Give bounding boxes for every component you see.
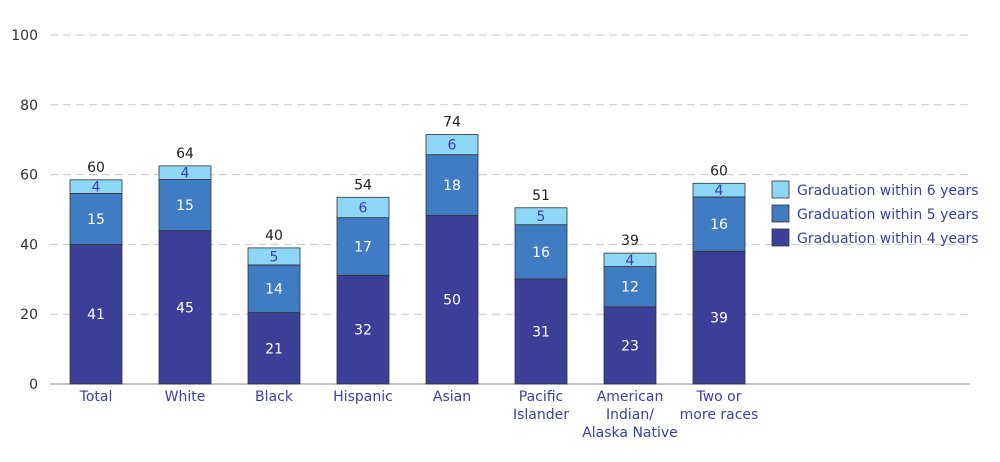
bar-segment [336,196,390,219]
bar-value-label: 17 [354,240,372,256]
bar-total-label: 54 [354,177,372,193]
bars: 4115460451546421145403217654501867431165… [69,114,746,385]
bar-segment [69,179,123,194]
legend-item: Graduation within 4 years [771,228,979,247]
y-tick-label: 40 [20,237,38,253]
bar-total-label: 60 [87,160,105,176]
bar-value-label: 6 [448,138,457,154]
y-tick-label: 60 [20,168,38,184]
bar-segment [69,193,123,245]
bar-group: 21 14 5 40 [247,228,301,385]
legend: Graduation within 6 years Graduation with… [771,180,979,247]
bar-value-label: 15 [176,198,194,214]
legend-label: Graduation within 5 years [797,207,979,223]
bar-value-label: 50 [443,293,461,309]
bar-segment [425,154,479,216]
bar-value-label: 23 [621,338,639,354]
bar-segment [425,134,479,156]
bar-value-label: 39 [710,311,728,327]
x-tick-label: Hispanic [333,389,393,405]
y-tick-label: 100 [11,28,38,44]
bar-total-label: 60 [710,163,728,179]
bar-segment [247,264,301,313]
bar-segment [425,214,479,385]
legend-swatch [771,204,790,223]
bar-segment [692,250,746,385]
x-tick-label: Black [255,389,294,405]
bar-segment [514,278,568,385]
bar-value-label: 21 [265,341,283,357]
bar-value-label: 6 [359,200,368,216]
legend-swatch [771,180,790,199]
legend-swatch [771,228,790,247]
bar-value-label: 18 [443,178,461,194]
bar-group: 39 16 4 60 [692,163,746,385]
bar-total-label: 39 [621,233,639,249]
legend-item: Graduation within 6 years [771,180,979,199]
bar-value-label: 4 [715,183,724,199]
gridlines [50,34,970,315]
bar-segment [336,274,390,385]
bar-group: 23 12 4 39 [603,233,657,385]
bar-segment [514,207,568,226]
bar-value-label: 31 [532,324,550,340]
bar-segment [247,247,301,266]
x-tick-label: Pacific Islander [513,389,569,423]
bar-value-label: 4 [92,180,101,196]
y-tick-label: 0 [29,377,38,393]
bar-segment [603,252,657,267]
bar-group: 50 18 6 74 [425,114,479,385]
bar-value-label: 5 [537,209,546,225]
bar-segment [336,217,390,276]
y-tick-label: 20 [20,307,38,323]
bar-total-label: 51 [532,188,550,204]
bar-segment [158,165,212,180]
y-tick-label: 80 [20,98,38,114]
bar-group: 45 15 4 64 [158,146,212,385]
bar-value-label: 4 [181,166,190,182]
bar-total-label: 64 [176,146,194,162]
bar-segment [158,179,212,232]
bar-segment [692,196,746,252]
bar-segment [514,224,568,280]
bar-total-label: 40 [265,228,283,244]
x-axis: Total White Black Hispanic Asian Pacific Islan… [79,389,759,441]
bar-value-label: 16 [710,217,728,233]
legend-label: Graduation within 4 years [797,231,979,247]
bar-segment [247,312,301,385]
x-tick-label: Two or more races [680,389,759,423]
bar-value-label: 12 [621,280,639,296]
bar-segment [603,266,657,308]
bar-value-label: 14 [265,282,283,298]
x-tick-label: American Indian/Alaska Native [582,389,678,441]
bar-value-label: 5 [270,249,279,265]
legend-item: Graduation within 5 years [771,204,979,223]
x-tick-label: Asian [433,389,471,405]
bar-segment [69,244,123,385]
legend-label: Graduation within 6 years [797,183,979,199]
bar-value-label: 16 [532,245,550,261]
bar-segment [603,306,657,385]
bar-group: 32 17 6 54 [336,177,390,385]
x-tick-label: Total [79,389,113,405]
bar-value-label: 15 [87,212,105,228]
bar-value-label: 41 [87,307,105,323]
bar-value-label: 45 [176,300,194,316]
bar-segment [692,182,746,198]
bar-group: 31 16 5 51 [514,188,568,385]
x-tick-label: White [165,389,206,405]
bar-value-label: 32 [354,323,372,339]
bar-value-label: 4 [626,253,635,269]
bar-group: 41 15 4 60 [69,160,123,385]
bar-segment [158,230,212,385]
bar-total-label: 74 [443,114,461,130]
